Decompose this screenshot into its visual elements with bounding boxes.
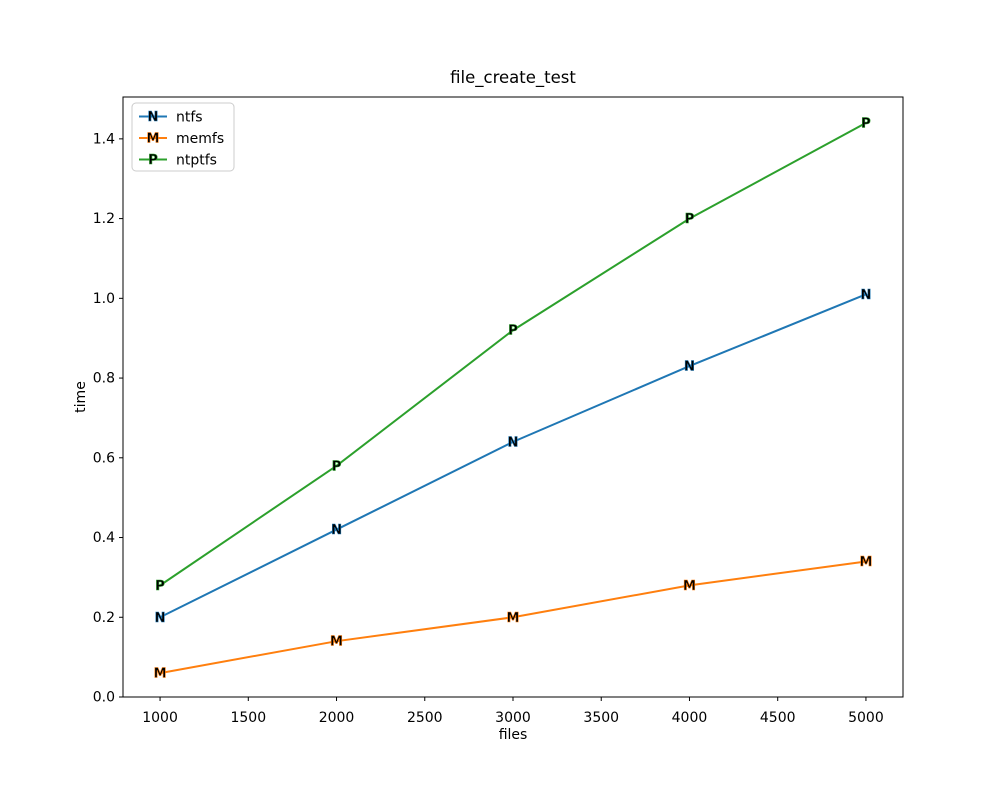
x-tick-label: 5000 [848,710,884,726]
series-marker-ntfs: N [508,435,519,450]
plot-area [122,96,904,698]
x-tick-label: 2000 [319,710,355,726]
series-marker-ntfs: N [860,288,871,303]
y-tick-label: 0.6 [93,450,115,466]
legend-marker-ntfs: N [148,110,159,125]
y-tick-label: 1.2 [93,211,115,227]
x-tick-label: 2500 [407,710,443,726]
x-tick-label: 1500 [230,710,266,726]
legend-label-ntptfs: ntptfs [176,153,217,169]
series-marker-ntfs: N [684,360,695,375]
series-marker-ntptfs: P [508,324,518,339]
x-axis-label: files [499,727,528,743]
x-tick-label: 1000 [142,710,178,726]
y-tick-label: 1.0 [93,291,115,307]
series-marker-ntptfs: P [155,579,165,594]
y-tick-label: 0.8 [93,371,115,387]
x-tick-label: 4000 [672,710,708,726]
series-marker-ntfs: N [331,523,342,538]
legend-label-ntfs: ntfs [176,110,203,126]
series-marker-memfs: M [154,667,167,682]
series-marker-memfs: M [859,555,872,570]
x-tick-label: 4500 [760,710,796,726]
legend-marker-memfs: M [147,132,160,147]
series-line-ntptfs [159,121,867,587]
series-marker-memfs: M [683,579,696,594]
series-line-memfs [159,560,867,675]
y-tick-label: 0.4 [93,530,115,546]
y-tick-label: 0.2 [93,610,115,626]
series-marker-memfs: M [330,635,343,650]
series-marker-memfs: M [507,611,520,626]
series-marker-ntptfs: P [332,459,342,474]
legend-box [131,102,235,172]
series-line-ntfs [159,293,867,619]
chart-title: file_create_test [450,68,576,88]
legend-marker-ntptfs: P [148,153,158,168]
y-tick-label: 0.0 [93,690,115,706]
series-marker-ntfs: N [155,611,166,626]
y-tick-label: 1.4 [93,131,115,147]
x-tick-label: 3000 [495,710,531,726]
series-marker-ntptfs: P [685,212,695,227]
series-marker-ntptfs: P [861,116,871,131]
y-axis-label: time [73,381,89,413]
legend-label-memfs: memfs [176,131,224,147]
x-tick-label: 3500 [583,710,619,726]
